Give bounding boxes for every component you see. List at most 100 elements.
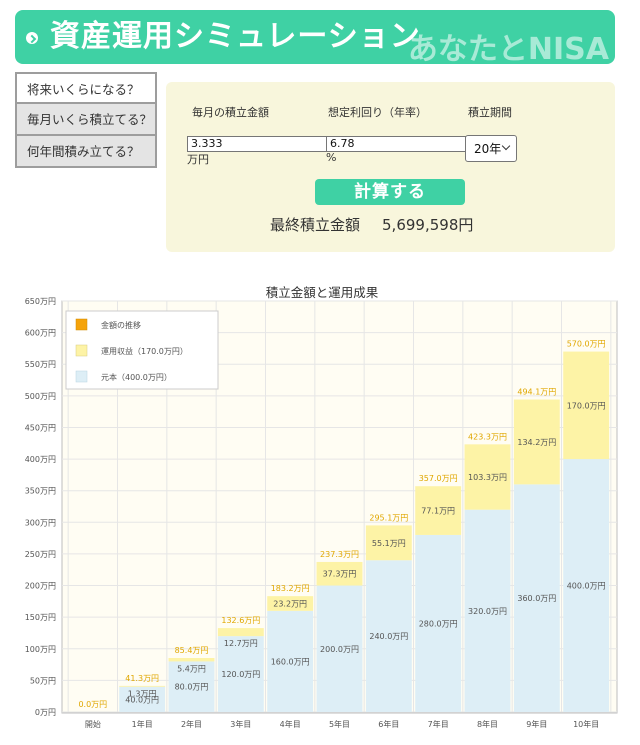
- principal-value-label: 240.0万円: [369, 632, 408, 641]
- tab-future-value[interactable]: 将来いくらになる？: [15, 72, 157, 104]
- x-tick-label: 7年目: [428, 719, 449, 729]
- legend-label-trend: 金額の推移: [101, 320, 141, 330]
- tab-duration[interactable]: 何年間積み立てる？: [15, 136, 157, 168]
- y-tick-label: 350万円: [25, 487, 56, 496]
- y-tick-label: 150万円: [25, 613, 56, 622]
- principal-value-label: 120.0万円: [221, 670, 260, 679]
- total-value-label: 132.6万円: [221, 616, 260, 625]
- total-value-label: 295.1万円: [369, 513, 408, 522]
- y-tick-label: 450万円: [25, 423, 56, 432]
- bar-principal: [365, 560, 412, 712]
- legend-swatch-principal: [75, 370, 88, 383]
- principal-value-label: 400.0万円: [567, 582, 606, 591]
- y-tick-label: 600万円: [25, 329, 56, 338]
- chart-title: 積立金額と運用成果: [266, 285, 379, 300]
- x-tick-label: 6年目: [378, 719, 399, 729]
- principal-value-label: 40.0万円: [125, 695, 159, 704]
- y-tick-label: 400万円: [25, 455, 56, 464]
- bar-principal: [464, 509, 511, 712]
- period-select-value: 20年: [474, 142, 502, 156]
- y-tick-label: 50万円: [30, 676, 56, 685]
- bar-principal: [119, 686, 166, 712]
- returns-value-label: 12.7万円: [224, 639, 258, 648]
- bar-principal: [415, 534, 462, 712]
- bar-principal: [513, 484, 560, 712]
- total-value-label: 423.3万円: [468, 432, 507, 441]
- y-tick-label: 550万円: [25, 360, 56, 369]
- legend-swatch-returns: [75, 344, 88, 357]
- y-tick-label: 250万円: [25, 550, 56, 559]
- principal-value-label: 160.0万円: [271, 657, 310, 666]
- total-value-label: 237.3万円: [320, 550, 359, 559]
- bar-returns: [316, 561, 363, 586]
- y-tick-label: 0万円: [35, 708, 56, 717]
- y-tick-label: 200万円: [25, 582, 56, 591]
- total-value-label: 85.4万円: [175, 646, 209, 655]
- x-tick-label: 1年目: [132, 719, 153, 729]
- returns-value-label: 37.3万円: [323, 570, 357, 579]
- total-value-label: 357.0万円: [419, 474, 458, 483]
- bar-returns: [217, 628, 264, 637]
- total-value-label: 570.0万円: [567, 340, 606, 349]
- legend-label-principal: 元本（400.0万円）: [101, 372, 172, 382]
- monthly-amount-unit: 万円: [187, 153, 209, 166]
- monthly-amount-input[interactable]: 3.333: [187, 136, 327, 152]
- brand-logo: あなたとNISA: [407, 32, 609, 67]
- bar-returns: [168, 658, 215, 662]
- returns-value-label: 5.4万円: [177, 664, 206, 673]
- returns-value-label: 103.3万円: [468, 473, 507, 482]
- mode-tabs: 将来いくらになる？ 毎月いくら積立てる？ 何年間積み立てる？: [15, 72, 157, 168]
- savings-chart: 積立金額と運用成果 0万円 50万円 100万円 150万円 200万円 250万円 300…: [25, 285, 618, 729]
- bar-returns: [513, 399, 560, 485]
- total-value-label: 494.1万円: [517, 388, 556, 397]
- x-tick-label: 8年目: [477, 719, 498, 729]
- bar-principal: [563, 459, 610, 712]
- bar-principal: [316, 585, 363, 712]
- bar-principal: [168, 661, 215, 712]
- app-header: 資産運用シミュレーション あなたとNISA: [15, 10, 615, 67]
- x-axis: 開始 1年目 2年目 3年目 4年目 5年目 6年目 7年目 8年目 9年目 10年目: [85, 719, 599, 729]
- y-tick-label: 650万円: [25, 297, 56, 306]
- bar-returns: [365, 525, 412, 561]
- y-tick-label: 500万円: [25, 392, 56, 401]
- x-tick-label: 5年目: [329, 719, 350, 729]
- result-line: 最終積立金額 5,699,598円: [270, 214, 473, 235]
- x-tick-label: 10年目: [573, 719, 599, 729]
- tab-monthly-amount[interactable]: 毎月いくら積立てる？: [15, 104, 157, 136]
- x-tick-label: 9年目: [526, 719, 547, 729]
- bar-returns: [119, 685, 166, 687]
- principal-value-label: 320.0万円: [468, 607, 507, 616]
- returns-value-label: 23.2万円: [273, 599, 307, 608]
- rate-label: 想定利回り（年率）: [328, 106, 427, 119]
- returns-value-label: 170.0万円: [567, 401, 606, 410]
- period-select[interactable]: 20年: [465, 135, 517, 162]
- principal-value-label: 360.0万円: [517, 594, 556, 603]
- total-value-label: 183.2万円: [271, 584, 310, 593]
- bar-returns: [267, 596, 314, 611]
- monthly-amount-label: 毎月の積立金額: [192, 106, 269, 119]
- x-tick-label: 2年目: [181, 719, 202, 729]
- returns-value-label: 134.2万円: [517, 438, 556, 447]
- bar-principal: [267, 610, 314, 712]
- principal-value-label: 80.0万円: [175, 683, 209, 692]
- principal-value-label: 200.0万円: [320, 645, 359, 654]
- legend-swatch-trend: [75, 318, 88, 331]
- returns-value-label: 1.3万円: [128, 690, 157, 699]
- rate-input[interactable]: 6.78: [326, 136, 466, 152]
- x-tick-label: 4年目: [280, 719, 301, 729]
- returns-value-label: 77.1万円: [421, 507, 455, 516]
- returns-value-label: 55.1万円: [372, 539, 406, 548]
- bar-returns: [464, 444, 511, 510]
- legend-box: [65, 310, 219, 390]
- calculate-button[interactable]: 計算する: [315, 179, 465, 205]
- total-value-label: 0.0万円: [78, 700, 107, 709]
- legend-label-returns: 運用収益（170.0万円）: [101, 346, 188, 356]
- bar-principal: [217, 636, 264, 712]
- chevron-right-icon: [26, 32, 38, 44]
- result-label: 最終積立金額: [270, 216, 361, 234]
- x-tick-label: 3年目: [230, 719, 251, 729]
- y-axis: 0万円 50万円 100万円 150万円 200万円 250万円 300万円 350万円 400…: [25, 297, 56, 717]
- page-title: 資産運用シミュレーション: [50, 19, 421, 54]
- rate-unit: %: [326, 151, 337, 164]
